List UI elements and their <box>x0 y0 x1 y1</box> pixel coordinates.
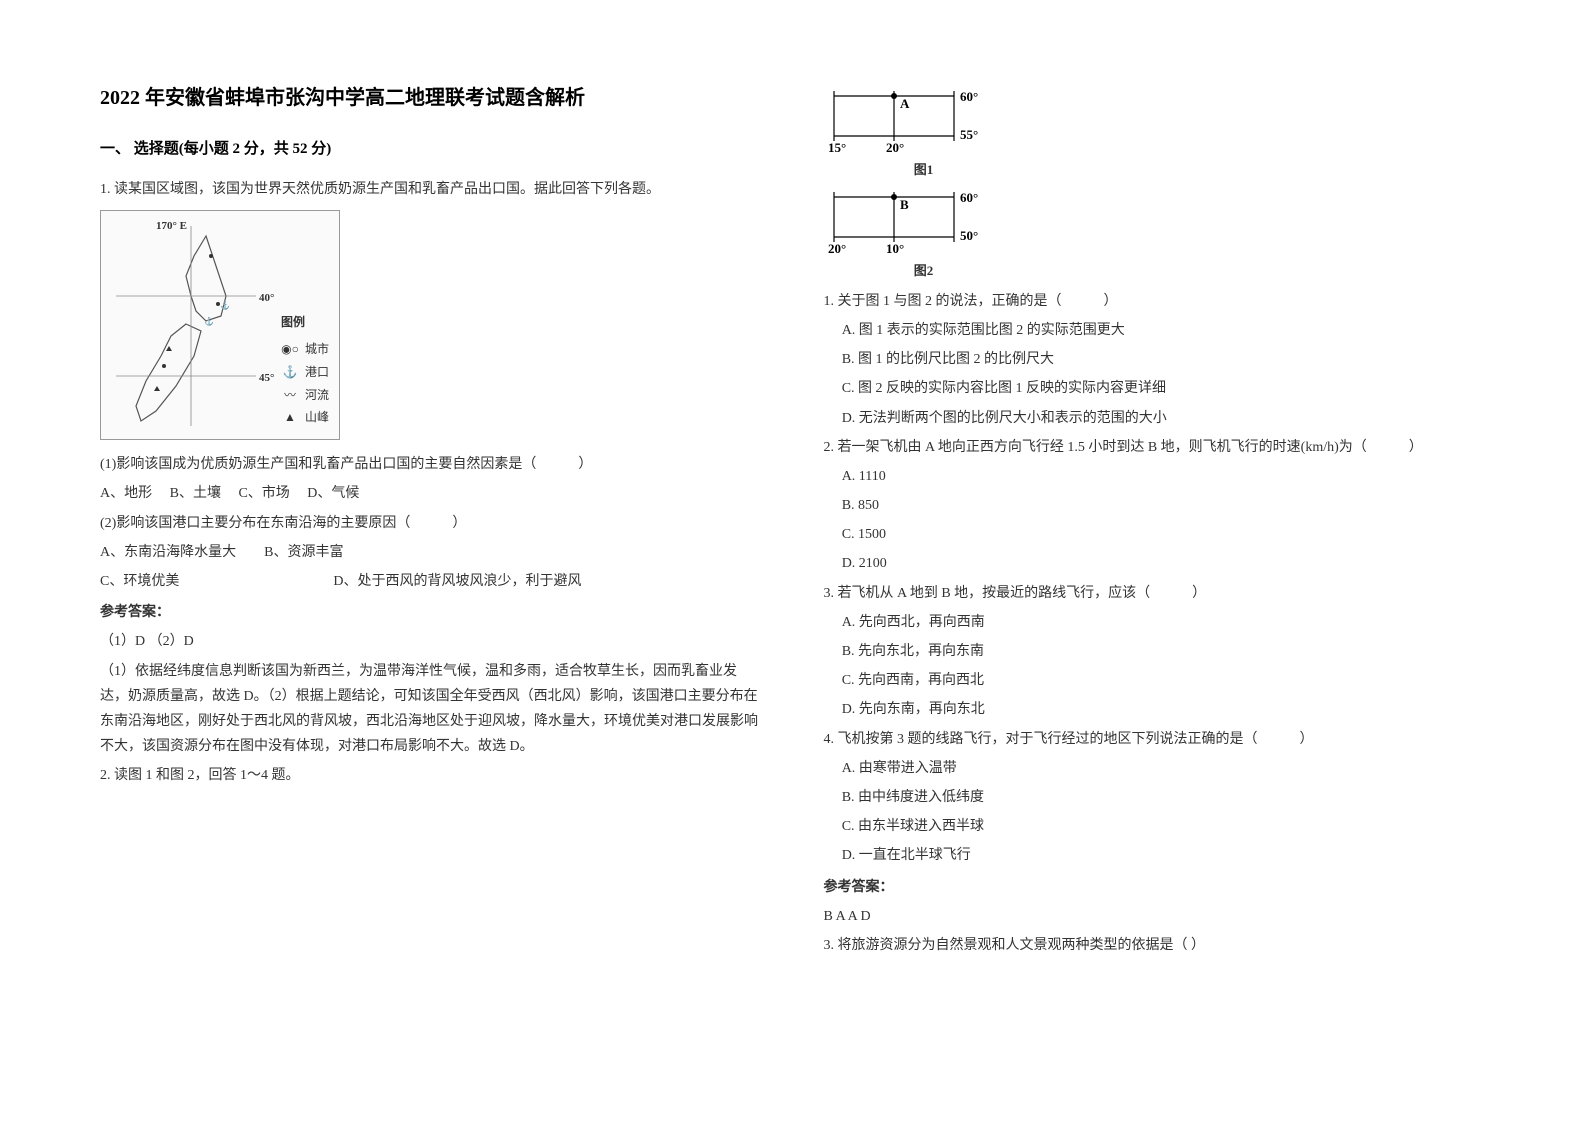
fig2-B-label: B <box>900 197 909 212</box>
svg-text:15°: 15° <box>828 140 846 155</box>
section-1-title: 一、 选择题(每小题 2 分，共 52 分) <box>100 136 764 163</box>
q2-p1d: D. 无法判断两个图的比例尺大小和表示的范围的大小 <box>824 406 1488 431</box>
fig1-caption: 图1 <box>824 158 1024 181</box>
q2-p2a: A. 1110 <box>824 464 1488 489</box>
q1-intro: 1. 读某国区域图，该国为世界天然优质奶源生产国和乳畜产品出口国。据此回答下列各… <box>100 177 764 202</box>
q2-p2b: B. 850 <box>824 493 1488 518</box>
fig2-caption: 图2 <box>824 259 1024 282</box>
q1-sub2: (2)影响该国港口主要分布在东南沿海的主要原因（ ） <box>100 511 764 536</box>
q2-p1b: B. 图 1 的比例尺比图 2 的比例尺大 <box>824 347 1488 372</box>
city-icon: ◉○ <box>281 338 299 361</box>
main-title: 2022 年安徽省蚌埠市张沟中学高二地理联考试题含解析 <box>100 80 764 116</box>
q2-p4: 4. 飞机按第 3 题的线路飞行，对于飞行经过的地区下列说法正确的是（ ） <box>824 727 1488 752</box>
q1-sub1-opts: A、地形 B、土壤 C、市场 D、气候 <box>100 481 764 506</box>
q2-p3d: D. 先向东南，再向东北 <box>824 697 1488 722</box>
svg-text:60°: 60° <box>960 89 978 104</box>
q1-ans: （1）D （2）D <box>100 629 764 654</box>
map-outline: ⚓ ⚓ <box>116 226 256 426</box>
q2-ans-label: 参考答案： <box>824 875 1488 900</box>
map-lat1-label: 40° <box>259 289 274 309</box>
q2-ans: B A A D <box>824 904 1488 929</box>
map-legend: 图例 ◉○ 城市 ⚓ 港口 〰河流 ▲ 山峰 <box>281 311 329 429</box>
legend-peak: 山峰 <box>305 406 329 429</box>
q3-intro: 3. 将旅游资源分为自然景观和人文景观两种类型的依据是（ ） <box>824 933 1488 958</box>
svg-text:55°: 55° <box>960 127 978 142</box>
q2-p3a: A. 先向西北，再向西南 <box>824 610 1488 635</box>
svg-text:50°: 50° <box>960 228 978 243</box>
figure-2: B 60° 50° 20° 10° 图2 <box>824 187 1024 282</box>
q2-p1c: C. 图 2 反映的实际内容比图 1 反映的实际内容更详细 <box>824 376 1488 401</box>
map-lon-label: 170° E <box>156 217 187 237</box>
svg-text:⚓: ⚓ <box>220 300 230 310</box>
legend-port: 港口 <box>305 361 329 384</box>
river-icon: 〰 <box>281 384 299 407</box>
q2-p4d: D. 一直在北半球飞行 <box>824 843 1488 868</box>
q2-p1: 1. 关于图 1 与图 2 的说法，正确的是（ ） <box>824 289 1488 314</box>
q2-p3b: B. 先向东北，再向东南 <box>824 639 1488 664</box>
svg-text:60°: 60° <box>960 190 978 205</box>
legend-city: 城市 <box>305 338 329 361</box>
svg-text:⚓: ⚓ <box>204 316 214 326</box>
peak-icon: ▲ <box>281 406 299 429</box>
q1-explain: （1）依据经纬度信息判断该国为新西兰，为温带海洋性气候，温和多雨，适合牧草生长，… <box>100 659 764 760</box>
svg-text:20°: 20° <box>886 140 904 155</box>
q1-sub2-cd: C、环境优美 D、处于西风的背风坡风浪少，利于避风 <box>100 569 764 594</box>
q2-p2d: D. 2100 <box>824 551 1488 576</box>
legend-title: 图例 <box>281 311 329 334</box>
svg-text:20°: 20° <box>828 241 846 256</box>
port-icon: ⚓ <box>281 361 299 384</box>
right-column: A 60° 55° 15° 20° 图1 B 60° 50° 20° 10° <box>824 80 1488 1082</box>
map-lat2-label: 45° <box>259 369 274 389</box>
q1-map-figure: ⚓ ⚓ 170° E 40° 45° 图例 ◉○ 城市 ⚓ 港口 〰河流 ▲ 山峰 <box>100 210 340 440</box>
q2-p4a: A. 由寒带进入温带 <box>824 756 1488 781</box>
q2-p2: 2. 若一架飞机由 A 地向正西方向飞行经 1.5 小时到达 B 地，则飞机飞行… <box>824 435 1488 460</box>
left-column: 2022 年安徽省蚌埠市张沟中学高二地理联考试题含解析 一、 选择题(每小题 2… <box>100 80 764 1082</box>
q2-p2c: C. 1500 <box>824 522 1488 547</box>
q2-p1a: A. 图 1 表示的实际范围比图 2 的实际范围更大 <box>824 318 1488 343</box>
q1-ans-label: 参考答案： <box>100 600 764 625</box>
q2-p4b: B. 由中纬度进入低纬度 <box>824 785 1488 810</box>
q1-sub1: (1)影响该国成为优质奶源生产国和乳畜产品出口国的主要自然因素是（ ） <box>100 452 764 477</box>
q2-p3c: C. 先向西南，再向西北 <box>824 668 1488 693</box>
q2-intro: 2. 读图 1 和图 2，回答 1～4 题。 <box>100 763 764 788</box>
fig1-A-label: A <box>900 96 910 111</box>
figure-1: A 60° 55° 15° 20° 图1 <box>824 86 1024 181</box>
svg-text:10°: 10° <box>886 241 904 256</box>
q2-p3: 3. 若飞机从 A 地到 B 地，按最近的路线飞行，应该（ ） <box>824 581 1488 606</box>
q2-p4c: C. 由东半球进入西半球 <box>824 814 1488 839</box>
legend-river: 河流 <box>305 384 329 407</box>
q1-sub2-ab: A、东南沿海降水量大 B、资源丰富 <box>100 540 764 565</box>
